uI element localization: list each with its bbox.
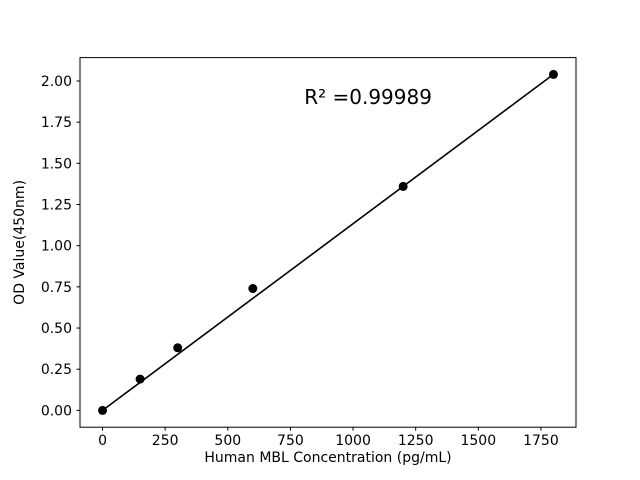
x-tick-label: 0 [98, 433, 107, 449]
data-point [135, 374, 145, 384]
y-tick-label: 0.50 [41, 321, 72, 337]
y-axis-title: OD Value(450nm) [12, 180, 28, 305]
x-axis-title: Human MBL Concentration (pg/mL) [204, 450, 451, 466]
y-tick-label: 0.00 [41, 403, 72, 419]
y-tick-label: 1.75 [41, 115, 72, 131]
data-point [548, 69, 558, 79]
y-tick-label: 2.00 [41, 74, 72, 90]
y-tick-label: 0.75 [41, 280, 72, 296]
x-tick-label: 750 [277, 433, 304, 449]
r-squared-annotation: R² =0.99989 [304, 85, 432, 109]
x-tick-label: 1750 [523, 433, 559, 449]
y-tick-label: 1.50 [41, 156, 72, 172]
y-tick-label: 1.00 [41, 239, 72, 255]
data-point [173, 343, 183, 353]
plot-frame [79, 57, 577, 428]
x-tick-label: 1250 [398, 433, 434, 449]
data-point [98, 405, 108, 415]
trend-line [102, 73, 554, 412]
y-tick-label: 1.25 [41, 198, 72, 214]
x-tick-label: 500 [214, 433, 241, 449]
x-tick-label: 250 [152, 433, 179, 449]
data-point [248, 284, 258, 294]
data-point [398, 181, 408, 191]
x-tick-label: 1500 [460, 433, 496, 449]
x-tick-label: 1000 [335, 433, 371, 449]
y-tick-label: 0.25 [41, 362, 72, 378]
